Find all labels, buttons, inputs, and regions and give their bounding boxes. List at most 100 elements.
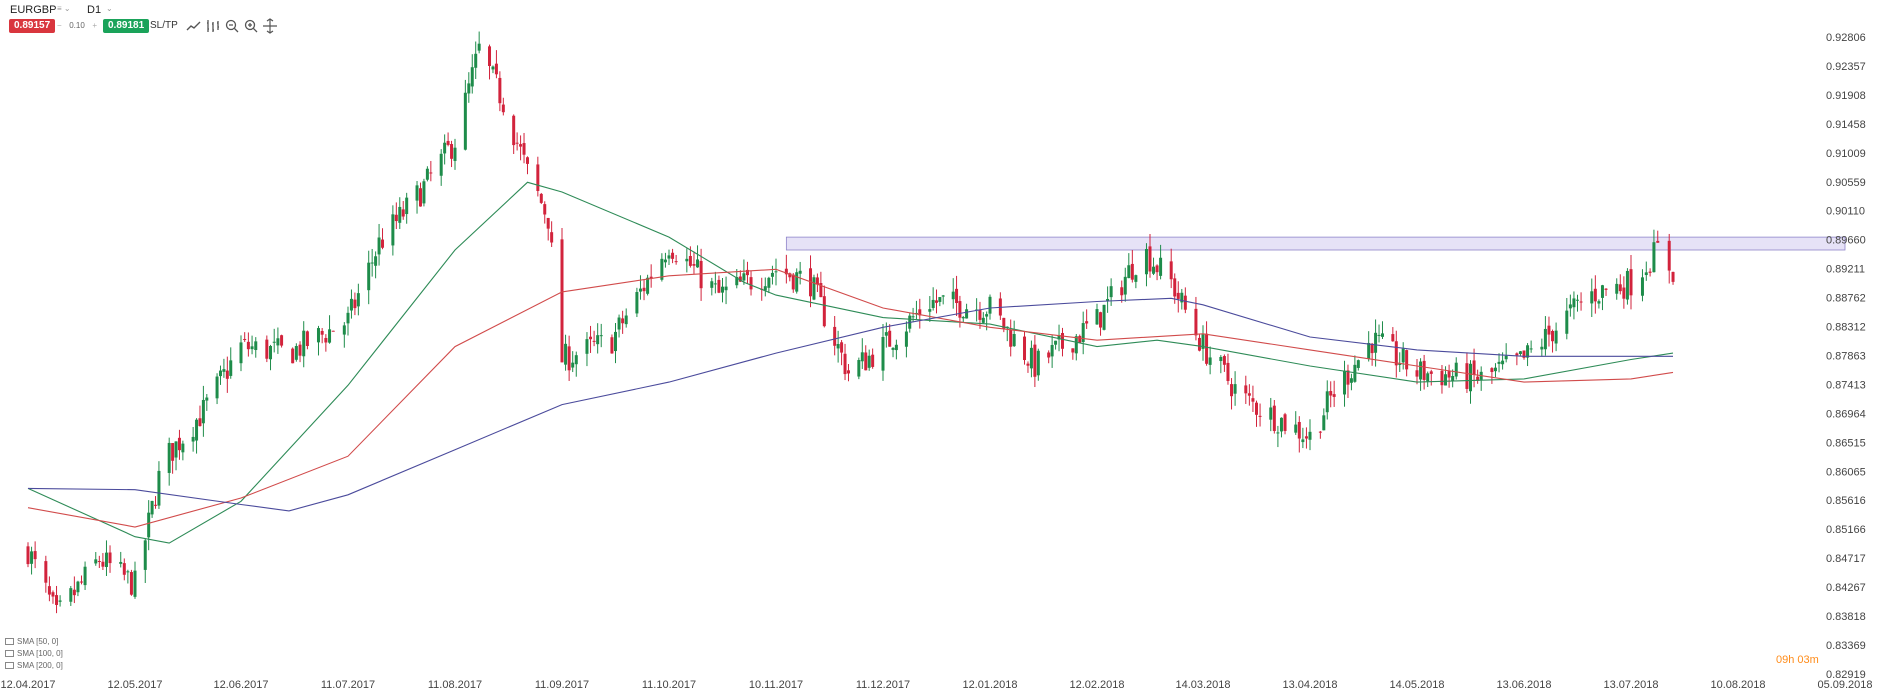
candle-body [1276,432,1280,434]
qty-plus-button[interactable]: + [92,21,97,30]
candle-body [1054,340,1058,345]
candle-body [784,268,788,275]
symbol-label[interactable]: EURGBP [10,4,57,16]
candle-body [958,301,962,318]
candle-body [519,144,523,147]
quantity-stepper[interactable]: − 0.10 + [57,18,97,33]
candle-body [735,277,739,286]
candle-body [80,581,83,583]
crosshair-icon[interactable] [262,18,278,34]
candle-body [491,66,495,70]
candle-body [305,331,309,347]
candle-body [494,63,498,75]
candle-body [745,269,749,276]
candle-body [254,341,258,351]
qty-minus-button[interactable]: − [57,21,62,30]
candle-body [1012,333,1016,347]
candle-body [1671,271,1675,282]
candle-body [1419,361,1423,380]
candle-body [1529,348,1533,350]
candle-body [621,318,625,324]
candle-body [1522,350,1526,358]
candle-body [422,181,426,204]
zoom-in-icon[interactable] [243,18,259,34]
candle-body [867,355,871,368]
candle-body [331,330,335,332]
candle-body [229,360,233,376]
candle-body [443,142,447,154]
candle-body [935,300,938,303]
candle-body [1644,272,1648,276]
zoom-out-icon[interactable] [224,18,240,34]
candle-body [272,341,276,343]
y-tick-label: 0.91458 [1826,119,1866,131]
candle-body [1127,265,1131,279]
candle-body [474,53,478,68]
y-tick-label: 0.83369 [1826,640,1866,652]
candle-body [215,376,219,399]
candle-body [1036,350,1040,376]
candle-body [1370,343,1374,354]
indicator-sma100[interactable]: SMA [100, 0] [5,649,63,659]
timeframe-label[interactable]: D1 [87,4,102,16]
x-tick-label: 12.04.2017 [0,679,55,691]
candle-body [699,260,703,289]
y-tick-label: 0.87413 [1826,379,1866,391]
candle-body [985,314,989,317]
candle-body [72,589,76,596]
candle-body [864,352,868,371]
quantity-value[interactable]: 0.10 [69,21,85,30]
candle-body [599,335,603,337]
candle-body [453,147,457,161]
timeframe-dropdown-icon[interactable]: ⌄ [106,4,113,13]
x-tick-label: 11.07.2017 [321,679,375,691]
x-tick-label: 14.05.2018 [1389,679,1444,691]
candle-body [1497,361,1501,364]
candle-body [498,77,502,104]
indicator-sma50[interactable]: SMA [50, 0] [5,637,58,647]
candle-body [1057,335,1061,340]
candle-body [1349,378,1353,383]
bar-chart-icon[interactable] [205,18,221,34]
candle-countdown: 09h 03m [1776,654,1819,666]
candle-body [1152,266,1156,274]
candle-body [1120,287,1124,296]
candle-body [1148,246,1152,272]
candle-body [324,337,328,343]
candle-body [1568,304,1572,309]
candle-body [374,256,378,266]
y-tick-label: 0.85166 [1826,524,1866,536]
candle-body [888,330,892,347]
y-tick-label: 0.86515 [1826,437,1866,449]
candle-body [94,559,98,564]
candle-body [871,354,875,367]
candle-body [1590,291,1594,304]
candle-body [617,317,621,330]
sell-price-button[interactable]: 0.89157 [9,19,56,33]
symbol-dropdown-icon[interactable]: ≡ ⌄ [57,4,71,13]
candle-body [439,153,443,176]
indicator-label: SMA [200, 0] [17,661,63,670]
candle-body [367,262,371,291]
candle-body [1155,265,1159,273]
candle-body [596,335,600,345]
candle-body [1426,373,1430,382]
x-tick-label: 14.03.2018 [1175,679,1230,691]
line-chart-icon[interactable] [186,18,202,34]
candle-body [522,143,526,155]
candle-body [710,281,714,288]
candle-body [1629,269,1633,296]
candle-body [624,315,628,325]
candle-body [1543,328,1547,350]
y-tick-label: 0.84267 [1826,582,1866,594]
candle-body [667,255,671,259]
candle-body [1447,371,1451,378]
candle-body [951,291,955,300]
indicator-sma200[interactable]: SMA [200, 0] [5,661,63,671]
sltp-button[interactable]: SL/TP [150,20,178,31]
candle-body [1304,436,1308,439]
candle-body [450,144,454,159]
candle-body [177,437,181,451]
buy-price-button[interactable]: 0.89181 [103,19,150,33]
